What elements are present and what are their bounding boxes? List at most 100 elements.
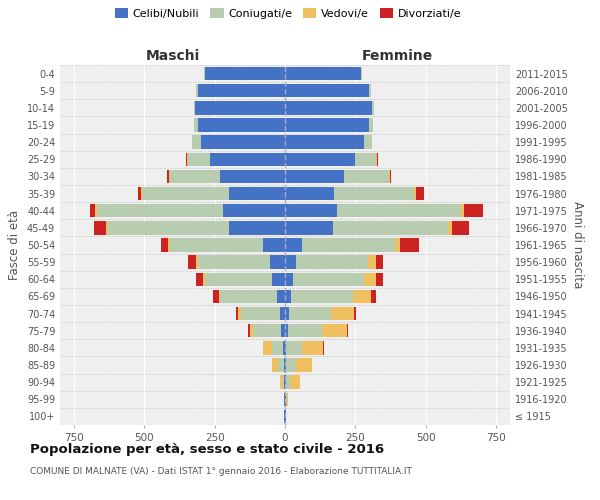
Bar [296, 358, 312, 372]
Bar [203, 272, 205, 286]
Bar [278, 358, 284, 372]
Bar [253, 324, 281, 338]
Bar [205, 67, 285, 80]
Bar [371, 290, 376, 303]
Bar [284, 376, 285, 389]
Bar [200, 136, 285, 149]
Bar [302, 238, 395, 252]
Bar [198, 84, 285, 98]
Bar [296, 256, 368, 269]
Bar [290, 290, 353, 303]
Bar [213, 290, 219, 303]
Bar [364, 272, 376, 286]
Bar [370, 84, 371, 98]
Bar [415, 187, 416, 200]
Bar [285, 238, 302, 252]
Bar [288, 324, 322, 338]
Bar [248, 324, 250, 338]
Bar [285, 256, 296, 269]
Bar [281, 324, 285, 338]
Bar [285, 101, 372, 114]
Legend: Celibi/Nubili, Coniugati/e, Vedovi/e, Divorziati/e: Celibi/Nubili, Coniugati/e, Vedovi/e, Di… [112, 6, 464, 21]
Bar [283, 341, 285, 354]
Bar [277, 290, 285, 303]
Bar [361, 67, 362, 80]
Bar [204, 67, 205, 80]
Bar [285, 136, 364, 149]
Bar [285, 376, 286, 389]
Bar [106, 221, 108, 234]
Bar [284, 358, 285, 372]
Bar [347, 324, 348, 338]
Bar [169, 170, 170, 183]
Bar [108, 221, 229, 234]
Bar [236, 307, 238, 320]
Bar [263, 341, 271, 354]
Bar [97, 204, 223, 218]
Bar [416, 187, 424, 200]
Bar [220, 290, 277, 303]
Bar [302, 341, 323, 354]
Bar [229, 221, 285, 234]
Bar [354, 307, 356, 320]
Bar [289, 307, 331, 320]
Bar [285, 358, 286, 372]
Bar [211, 152, 285, 166]
Bar [271, 341, 283, 354]
Bar [376, 256, 383, 269]
Bar [333, 221, 448, 234]
Bar [192, 136, 200, 149]
Bar [353, 290, 371, 303]
Bar [370, 118, 373, 132]
Bar [285, 170, 344, 183]
Bar [286, 358, 296, 372]
Bar [448, 221, 452, 234]
Bar [142, 187, 229, 200]
Bar [283, 376, 284, 389]
Bar [94, 221, 106, 234]
Bar [400, 238, 419, 252]
Bar [89, 204, 95, 218]
Bar [285, 221, 333, 234]
Bar [250, 324, 253, 338]
Bar [205, 272, 272, 286]
Bar [364, 136, 371, 149]
Bar [194, 101, 195, 114]
Bar [229, 187, 285, 200]
Bar [186, 152, 187, 166]
Bar [95, 204, 97, 218]
Bar [355, 152, 376, 166]
Bar [285, 324, 288, 338]
Bar [188, 256, 196, 269]
Y-axis label: Anni di nascita: Anni di nascita [571, 202, 584, 288]
Bar [286, 341, 302, 354]
Bar [280, 307, 285, 320]
Bar [389, 170, 390, 183]
Bar [337, 204, 461, 218]
Bar [285, 187, 334, 200]
Bar [167, 170, 169, 183]
Bar [285, 67, 361, 80]
Bar [285, 272, 293, 286]
Bar [196, 272, 203, 286]
Bar [263, 238, 285, 252]
Bar [170, 238, 263, 252]
Bar [286, 392, 287, 406]
Bar [452, 221, 469, 234]
Bar [285, 307, 289, 320]
Bar [269, 256, 285, 269]
Bar [376, 272, 383, 286]
Bar [195, 101, 285, 114]
Bar [198, 256, 269, 269]
Bar [223, 204, 285, 218]
Bar [331, 307, 354, 320]
Bar [220, 170, 285, 183]
Bar [138, 187, 141, 200]
Bar [285, 204, 337, 218]
Bar [196, 84, 198, 98]
Y-axis label: Fasce di età: Fasce di età [8, 210, 21, 280]
Text: Femmine: Femmine [362, 48, 433, 62]
Bar [168, 238, 170, 252]
Bar [187, 152, 188, 166]
Bar [376, 152, 377, 166]
